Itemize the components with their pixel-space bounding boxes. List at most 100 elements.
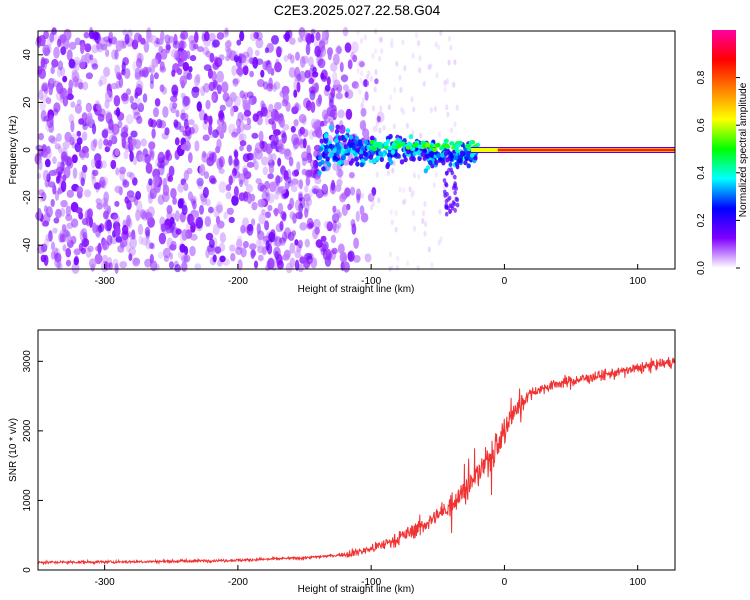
spectrogram-cell (289, 211, 296, 220)
spectrogram-cell (102, 129, 109, 139)
spectrogram-cell (276, 46, 282, 58)
spectrogram-cell (124, 68, 131, 79)
spectrogram-cell (341, 204, 348, 216)
spectrogram-cell (336, 160, 342, 166)
spectrogram-cell (268, 153, 273, 164)
spectrogram-cell (372, 141, 378, 146)
spectrogram-cell (316, 127, 323, 139)
spectrogram-cell (105, 39, 113, 47)
spectrogram-cell (239, 179, 244, 188)
spectrogram-cell (339, 193, 347, 203)
spectrogram-cell (322, 184, 328, 193)
spectrogram-cell (422, 80, 426, 87)
spectrogram-cell (297, 239, 303, 249)
spectrogram-cell (390, 149, 396, 155)
spectrogram-cell (348, 160, 354, 166)
spectrogram-cell (41, 192, 47, 202)
spectrogram-cell (370, 192, 374, 199)
spectrogram-cell (320, 248, 326, 256)
spectrogram-cell (222, 92, 230, 102)
spectrogram-cell (330, 179, 336, 191)
spectrogram-cell (267, 64, 272, 75)
spectrogram-cell (170, 240, 177, 251)
spectrogram-cell (111, 135, 118, 145)
spectrogram-cell (272, 237, 278, 247)
spectrogram-cell (298, 191, 304, 199)
spectrogram-cell (342, 159, 350, 166)
spectrogram-cell (444, 198, 449, 204)
spectrogram-cell (443, 138, 449, 143)
spectrogram-cell (395, 60, 399, 67)
spectrogram-cell (258, 130, 264, 143)
spectrogram-cell (43, 254, 49, 267)
spectrogram-cell (435, 72, 439, 79)
spectrogram-cell (140, 138, 147, 147)
spectrogram-cell (218, 242, 226, 252)
spectrogram-cell (323, 87, 330, 97)
spectrogram-cell (246, 46, 253, 59)
spectrogram-cell (412, 150, 417, 157)
spectrogram-cell (58, 145, 63, 154)
spectrogram-cell (351, 81, 359, 89)
spectrogram-cell (465, 153, 471, 159)
spectrogram-cell (379, 105, 383, 112)
spectrogram-cell (145, 162, 153, 174)
spectrogram-cell (312, 66, 317, 75)
spectrogram-cell (342, 261, 350, 273)
spectrogram-cell (314, 177, 322, 185)
spectrogram-cell (251, 201, 258, 211)
spectrogram-cell (145, 211, 153, 221)
spectrogram-cell (195, 216, 204, 229)
spectrogram-cell (123, 124, 129, 133)
spectrogram-cell (71, 69, 78, 76)
spectrogram-cell (212, 61, 220, 70)
spectrogram-cell (296, 81, 301, 93)
spectrogram-cell (389, 94, 393, 101)
spectrogram-cell (93, 182, 101, 190)
spectrogram-cell (252, 113, 259, 122)
spectrogram-cell (402, 199, 406, 206)
spectrogram-cell (386, 169, 390, 176)
spectrogram-y-ticks: -40 -20 0 20 40 (22, 49, 43, 252)
spectrogram-cell (205, 232, 214, 241)
spectrogram-cell (215, 215, 221, 225)
spectrogram-cell (414, 32, 419, 39)
spectrogram-cell (182, 96, 191, 106)
spectrogram-cell (177, 198, 184, 209)
spectrogram-cell (453, 208, 458, 213)
spectrogram-cell (47, 109, 55, 120)
spectrogram-cell (177, 183, 184, 193)
spectrogram-cell (347, 250, 355, 262)
spectrogram-cell (445, 191, 449, 197)
spectrogram-cell (119, 261, 128, 269)
spectrogram-cell (63, 231, 72, 243)
spectrogram-cell (46, 36, 53, 46)
spectrogram-cell (294, 73, 300, 82)
spectrogram-cell (289, 242, 296, 254)
spectrogram-cell (359, 61, 365, 68)
spectrogram-cell (445, 104, 449, 111)
spectrogram-cell (434, 41, 438, 48)
spectrogram-x-tick-label: 100 (629, 276, 646, 287)
spectrogram-cell (85, 115, 93, 126)
spectrogram-cell (91, 123, 97, 135)
spectrogram-cell (105, 49, 110, 57)
spectrogram-cell (130, 130, 138, 138)
spectrogram-cell (344, 42, 352, 53)
spectrogram-cell (184, 125, 192, 137)
spectrogram-cell (40, 110, 47, 122)
spectrogram-cell (71, 262, 80, 274)
spectrogram-cell (169, 216, 175, 225)
spectrogram-cell (444, 143, 450, 149)
spectrogram-cell (336, 144, 341, 150)
spectrogram-cell (377, 144, 383, 150)
spectrogram-cell (429, 63, 433, 70)
spectrogram-cell (453, 59, 457, 66)
spectrogram-cell (46, 173, 51, 183)
spectrogram-cell (90, 139, 97, 152)
spectrogram-cell (166, 204, 173, 215)
spectrogram-cell (372, 125, 378, 132)
spectrogram-cell (229, 92, 237, 102)
spectrogram-cell (204, 115, 210, 123)
spectrogram-cell (242, 51, 250, 59)
